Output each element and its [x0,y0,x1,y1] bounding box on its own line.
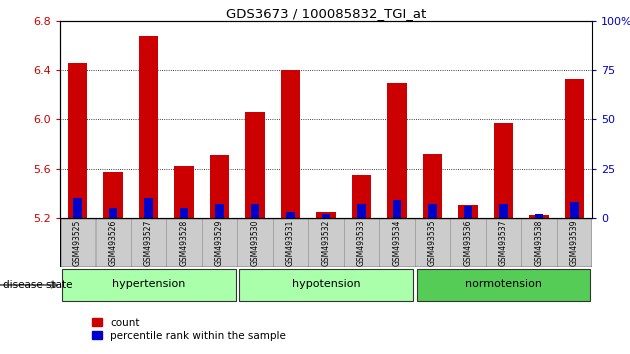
Bar [210,155,229,218]
Bar [564,79,584,218]
Bar [344,218,379,267]
Bar [238,218,273,267]
Text: hypertension: hypertension [112,279,185,289]
Text: GSM493525: GSM493525 [73,219,82,266]
Title: GDS3673 / 100085832_TGI_at: GDS3673 / 100085832_TGI_at [226,7,426,20]
Legend: count, percentile rank within the sample: count, percentile rank within the sample [92,318,286,341]
Text: hypotension: hypotension [292,279,360,289]
Bar [96,218,130,267]
Text: GSM493538: GSM493538 [534,219,544,266]
Bar [273,218,308,267]
Text: GSM493529: GSM493529 [215,219,224,266]
Bar [109,208,117,218]
Text: disease state: disease state [3,280,72,290]
Bar [486,218,521,267]
Bar [281,70,301,218]
Bar [392,200,401,218]
Bar [494,123,513,218]
Text: GSM493531: GSM493531 [286,219,295,266]
Bar [202,218,237,267]
Bar [175,166,194,218]
Bar [251,204,260,218]
Bar [60,218,95,267]
Bar [499,204,508,218]
Bar [316,212,336,218]
Text: GSM493535: GSM493535 [428,219,437,266]
Bar [73,198,82,218]
Bar [239,269,413,301]
Bar [423,154,442,218]
Text: GSM493528: GSM493528 [180,220,188,266]
Bar [522,218,556,267]
Text: GSM493532: GSM493532 [321,219,331,266]
Text: GSM493536: GSM493536 [464,219,472,266]
Bar [450,218,486,267]
Text: normotension: normotension [465,279,542,289]
Bar [458,205,478,218]
Bar [215,204,224,218]
Bar [428,204,437,218]
Bar [387,82,407,218]
Bar [352,175,371,218]
Bar [570,202,579,218]
Bar [416,269,590,301]
Bar [245,112,265,218]
Text: GSM493527: GSM493527 [144,219,153,266]
Text: GSM493526: GSM493526 [108,219,118,266]
Text: GSM493530: GSM493530 [251,219,260,266]
Text: GSM493537: GSM493537 [499,219,508,266]
Bar [357,204,366,218]
Bar [464,206,472,218]
Bar [180,208,188,218]
Bar [529,215,549,218]
Bar [166,218,202,267]
Bar [131,218,166,267]
Bar [68,63,88,218]
Bar [322,214,330,218]
Bar [62,269,236,301]
Bar [415,218,450,267]
Bar [379,218,415,267]
Bar [144,198,153,218]
Bar [103,172,123,218]
Bar [535,214,543,218]
Text: GSM493533: GSM493533 [357,219,366,266]
Bar [557,218,592,267]
Bar [139,36,158,218]
Text: GSM493539: GSM493539 [570,219,579,266]
Bar [309,218,343,267]
Text: GSM493534: GSM493534 [392,219,401,266]
Bar [286,212,295,218]
